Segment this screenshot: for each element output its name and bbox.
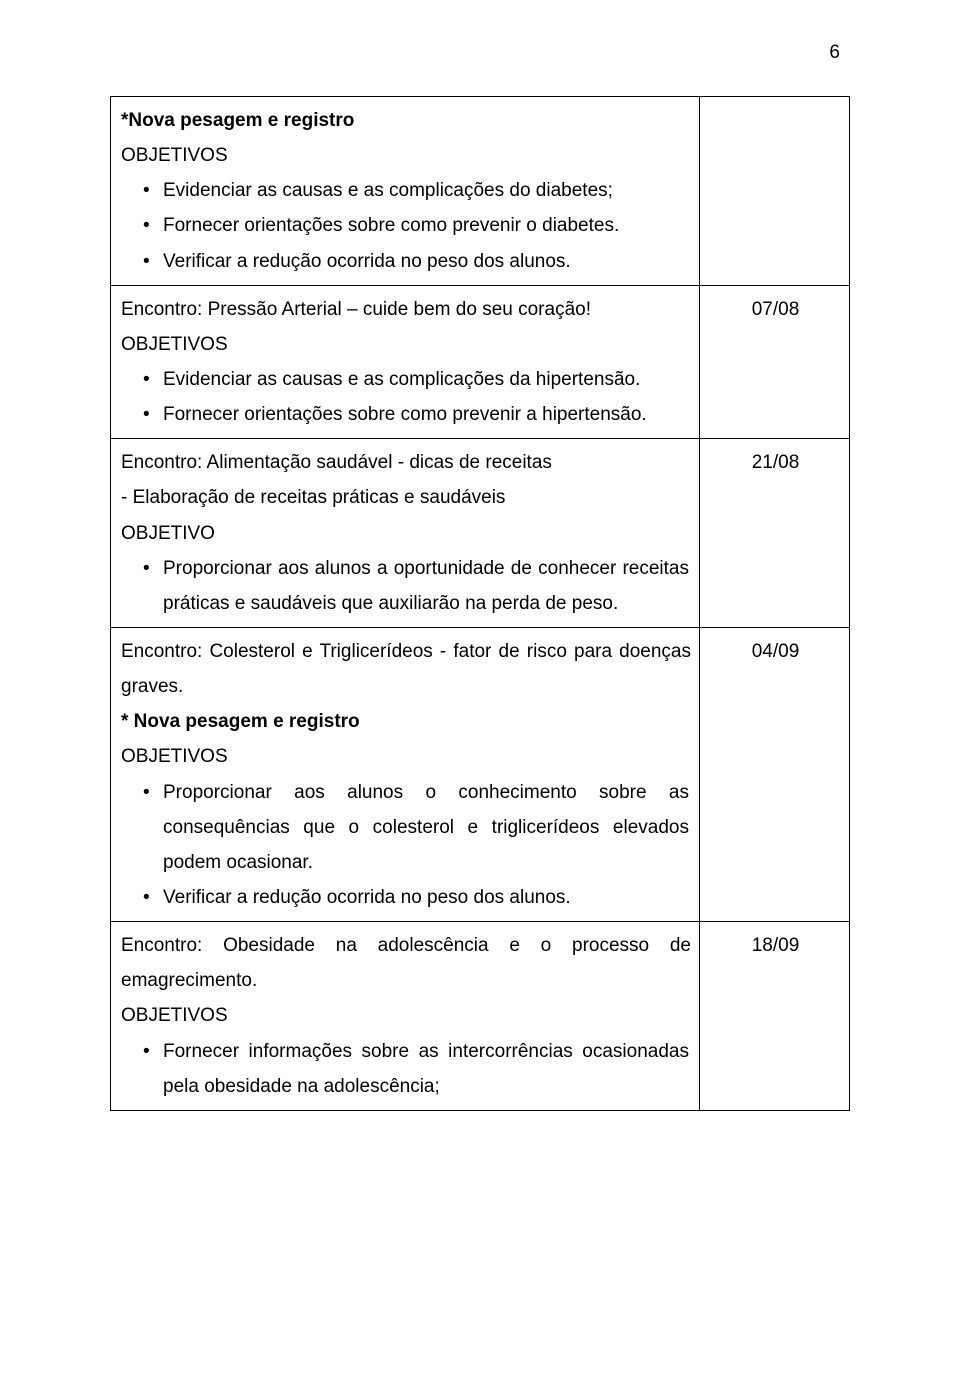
list-item: Fornecer orientações sobre como prevenir…: [147, 208, 691, 243]
table-row: Encontro: Pressão Arterial – cuide bem d…: [111, 285, 850, 439]
list-item: Evidenciar as causas e as complicações d…: [147, 362, 691, 397]
paragraph: Encontro: Pressão Arterial – cuide bem d…: [121, 292, 691, 327]
paragraph: *Nova pesagem e registro: [121, 103, 691, 138]
bullet-list: Proporcionar aos alunos o conhecimento s…: [121, 775, 691, 916]
bullet-list: Proporcionar aos alunos a oportunidade d…: [121, 551, 691, 621]
date-cell: 21/08: [700, 439, 850, 628]
table-row: Encontro: Alimentação saudável - dicas d…: [111, 439, 850, 628]
list-item: Evidenciar as causas e as complicações d…: [147, 173, 691, 208]
content-cell: Encontro: Obesidade na adolescência e o …: [111, 922, 700, 1111]
schedule-table: *Nova pesagem e registroOBJETIVOSEvidenc…: [110, 96, 850, 1111]
document-page: 6 *Nova pesagem e registroOBJETIVOSEvide…: [0, 0, 960, 1394]
list-item: Proporcionar aos alunos a oportunidade d…: [147, 551, 691, 621]
list-item: Verificar a redução ocorrida no peso dos…: [147, 880, 691, 915]
date-cell: 18/09: [700, 922, 850, 1111]
paragraph: Encontro: Alimentação saudável - dicas d…: [121, 445, 691, 480]
list-item: Proporcionar aos alunos o conhecimento s…: [147, 775, 691, 880]
paragraph: Encontro: Colesterol e Triglicerídeos - …: [121, 634, 691, 704]
page-number: 6: [829, 42, 840, 64]
paragraph: OBJETIVO: [121, 516, 691, 551]
paragraph: OBJETIVOS: [121, 998, 691, 1033]
paragraph: OBJETIVOS: [121, 138, 691, 173]
content-cell: Encontro: Colesterol e Triglicerídeos - …: [111, 627, 700, 921]
paragraph: Encontro: Obesidade na adolescência e o …: [121, 928, 691, 998]
bullet-list: Fornecer informações sobre as intercorrê…: [121, 1034, 691, 1104]
table-row: Encontro: Colesterol e Triglicerídeos - …: [111, 627, 850, 921]
list-item: Fornecer orientações sobre como prevenir…: [147, 397, 691, 432]
paragraph: OBJETIVOS: [121, 327, 691, 362]
content-cell: *Nova pesagem e registroOBJETIVOSEvidenc…: [111, 97, 700, 286]
table-row: *Nova pesagem e registroOBJETIVOSEvidenc…: [111, 97, 850, 286]
date-cell: [700, 97, 850, 286]
bullet-list: Evidenciar as causas e as complicações d…: [121, 173, 691, 278]
paragraph: * Nova pesagem e registro: [121, 704, 691, 739]
content-cell: Encontro: Pressão Arterial – cuide bem d…: [111, 285, 700, 439]
date-cell: 07/08: [700, 285, 850, 439]
paragraph: OBJETIVOS: [121, 739, 691, 774]
table-row: Encontro: Obesidade na adolescência e o …: [111, 922, 850, 1111]
table-body: *Nova pesagem e registroOBJETIVOSEvidenc…: [111, 97, 850, 1111]
list-item: Verificar a redução ocorrida no peso dos…: [147, 244, 691, 279]
list-item: Fornecer informações sobre as intercorrê…: [147, 1034, 691, 1104]
bullet-list: Evidenciar as causas e as complicações d…: [121, 362, 691, 432]
paragraph: - Elaboração de receitas práticas e saud…: [121, 480, 691, 515]
content-cell: Encontro: Alimentação saudável - dicas d…: [111, 439, 700, 628]
date-cell: 04/09: [700, 627, 850, 921]
